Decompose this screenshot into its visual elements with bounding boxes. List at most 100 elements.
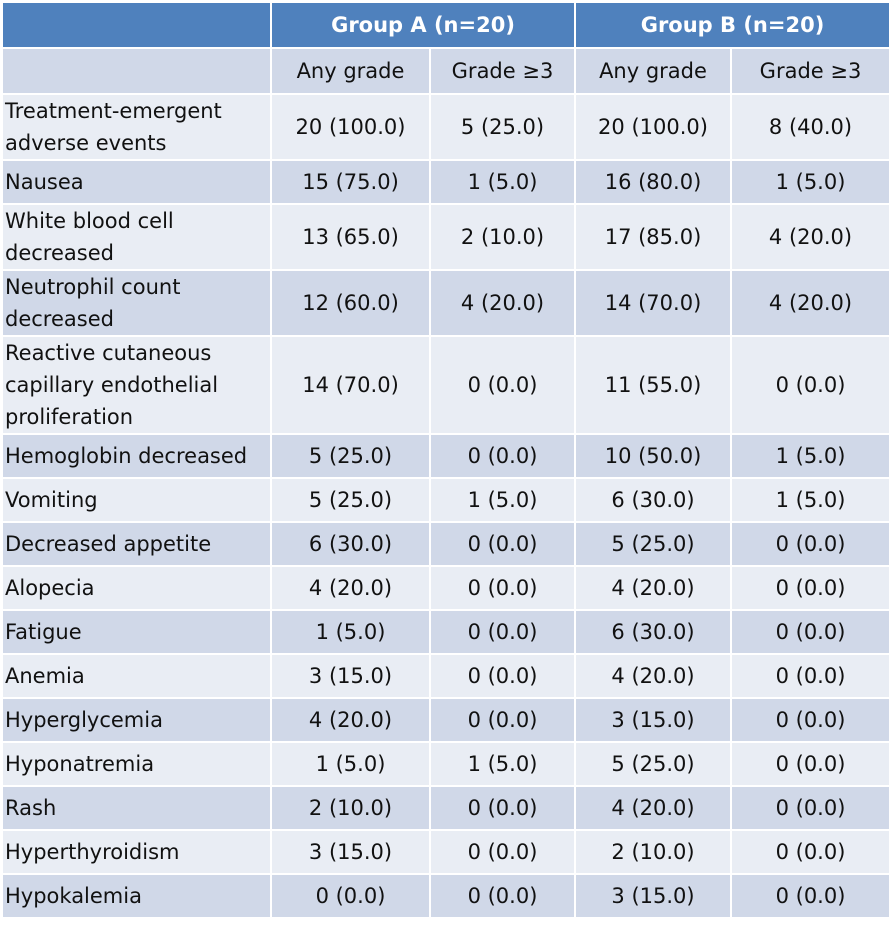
group-a-any-grade-cell: 3 (15.0)	[270, 829, 431, 875]
group-b-header: Group B (n=20)	[573, 1, 892, 49]
table-row: Anemia 3 (15.0) 0 (0.0) 4 (20.0) 0 (0.0)	[1, 653, 892, 699]
group-b-grade3-cell: 0 (0.0)	[729, 653, 892, 699]
group-b-grade3-cell: 4 (20.0)	[729, 269, 892, 337]
group-b-any-grade-cell: 16 (80.0)	[574, 159, 732, 205]
group-b-any-grade-cell: 4 (20.0)	[574, 653, 732, 699]
group-a-any-grade-cell: 3 (15.0)	[270, 653, 431, 699]
group-b-grade3-cell: 1 (5.0)	[729, 433, 892, 479]
group-b-any-grade-cell: 6 (30.0)	[574, 609, 732, 655]
group-a-grade3-cell: 0 (0.0)	[429, 521, 576, 567]
table-row: Vomiting 5 (25.0) 1 (5.0) 6 (30.0) 1 (5.0)	[1, 477, 892, 523]
group-b-any-grade-cell: 4 (20.0)	[574, 785, 732, 831]
group-b-any-grade-cell: 3 (15.0)	[574, 697, 732, 743]
group-a-header: Group A (n=20)	[270, 1, 576, 49]
group-a-any-grade-cell: 20 (100.0)	[270, 93, 431, 161]
group-b-any-grade-header: Any grade	[574, 47, 732, 95]
adverse-event-label: Hypokalemia	[1, 873, 272, 919]
group-a-grade3-cell: 0 (0.0)	[429, 433, 576, 479]
group-b-any-grade-cell: 5 (25.0)	[574, 741, 732, 787]
adverse-event-label: Hemoglobin decreased	[1, 433, 272, 479]
table-row: Nausea 15 (75.0) 1 (5.0) 16 (80.0) 1 (5.0)	[1, 159, 892, 205]
adverse-event-label: Hyperglycemia	[1, 697, 272, 743]
table-row: Hyperthyroidism 3 (15.0) 0 (0.0) 2 (10.0) 0 …	[1, 829, 892, 875]
table-row: Alopecia 4 (20.0) 0 (0.0) 4 (20.0) 0 (0.0)	[1, 565, 892, 611]
adverse-event-label: Anemia	[1, 653, 272, 699]
group-b-grade3-cell: 0 (0.0)	[729, 785, 892, 831]
group-b-any-grade-cell: 20 (100.0)	[574, 93, 732, 161]
adverse-event-label: Rash	[1, 785, 272, 831]
group-b-any-grade-cell: 10 (50.0)	[574, 433, 732, 479]
adverse-event-label: Treatment-emergent adverse events	[1, 93, 272, 161]
adverse-event-label: Hyponatremia	[1, 741, 272, 787]
group-b-any-grade-cell: 5 (25.0)	[574, 521, 732, 567]
adverse-events-table: Group A (n=20) Group B (n=20) Any grade …	[1, 1, 892, 919]
table-row: Fatigue 1 (5.0) 0 (0.0) 6 (30.0) 0 (0.0)	[1, 609, 892, 655]
group-a-any-grade-cell: 1 (5.0)	[270, 741, 431, 787]
group-a-grade3-cell: 1 (5.0)	[429, 159, 576, 205]
group-a-grade3-header: Grade ≥3	[429, 47, 576, 95]
group-b-grade3-cell: 0 (0.0)	[729, 873, 892, 919]
group-b-grade3-cell: 4 (20.0)	[729, 203, 892, 271]
group-a-any-grade-cell: 0 (0.0)	[270, 873, 431, 919]
group-a-grade3-cell: 0 (0.0)	[429, 335, 576, 435]
group-a-any-grade-cell: 1 (5.0)	[270, 609, 431, 655]
group-b-grade3-cell: 8 (40.0)	[729, 93, 892, 161]
adverse-event-label: Decreased appetite	[1, 521, 272, 567]
group-a-grade3-cell: 0 (0.0)	[429, 697, 576, 743]
group-b-grade3-header: Grade ≥3	[729, 47, 892, 95]
group-a-any-grade-cell: 14 (70.0)	[270, 335, 431, 435]
header-blank-cell	[1, 1, 272, 49]
group-a-any-grade-cell: 4 (20.0)	[270, 697, 431, 743]
group-a-grade3-cell: 0 (0.0)	[429, 609, 576, 655]
group-b-any-grade-cell: 11 (55.0)	[574, 335, 732, 435]
subheader-blank-cell	[1, 47, 272, 95]
group-a-grade3-cell: 5 (25.0)	[429, 93, 576, 161]
group-b-any-grade-cell: 6 (30.0)	[574, 477, 732, 523]
group-a-any-grade-cell: 13 (65.0)	[270, 203, 431, 271]
group-a-grade3-cell: 0 (0.0)	[429, 873, 576, 919]
grade-header-row: Any grade Grade ≥3 Any grade Grade ≥3	[1, 47, 892, 95]
adverse-event-label: Fatigue	[1, 609, 272, 655]
table-row: Treatment-emergent adverse events 20 (100…	[1, 93, 892, 161]
group-a-any-grade-cell: 2 (10.0)	[270, 785, 431, 831]
group-b-any-grade-cell: 14 (70.0)	[574, 269, 732, 337]
group-b-any-grade-cell: 3 (15.0)	[574, 873, 732, 919]
table-body: Treatment-emergent adverse events 20 (100…	[1, 93, 892, 919]
group-b-grade3-cell: 0 (0.0)	[729, 697, 892, 743]
adverse-event-label: Neutrophil count decreased	[1, 269, 272, 337]
group-a-grade3-cell: 0 (0.0)	[429, 829, 576, 875]
group-a-grade3-cell: 0 (0.0)	[429, 653, 576, 699]
table-row: Decreased appetite 6 (30.0) 0 (0.0) 5 (25.0…	[1, 521, 892, 567]
group-b-grade3-cell: 1 (5.0)	[729, 159, 892, 205]
group-a-any-grade-cell: 6 (30.0)	[270, 521, 431, 567]
group-a-grade3-cell: 0 (0.0)	[429, 565, 576, 611]
table-row: Reactive cutaneous capillary endothelial…	[1, 335, 892, 435]
table-row: Hyponatremia 1 (5.0) 1 (5.0) 5 (25.0) 0 (0.0…	[1, 741, 892, 787]
table-row: Neutrophil count decreased 12 (60.0) 4 (20…	[1, 269, 892, 337]
group-header-row: Group A (n=20) Group B (n=20)	[1, 1, 892, 49]
group-b-grade3-cell: 0 (0.0)	[729, 335, 892, 435]
group-a-grade3-cell: 0 (0.0)	[429, 785, 576, 831]
group-b-any-grade-cell: 4 (20.0)	[574, 565, 732, 611]
adverse-event-label: Nausea	[1, 159, 272, 205]
group-b-any-grade-cell: 2 (10.0)	[574, 829, 732, 875]
group-a-any-grade-cell: 5 (25.0)	[270, 477, 431, 523]
table-row: White blood cell decreased 13 (65.0) 2 (10…	[1, 203, 892, 271]
group-b-grade3-cell: 1 (5.0)	[729, 477, 892, 523]
group-a-grade3-cell: 1 (5.0)	[429, 477, 576, 523]
adverse-event-label: Reactive cutaneous capillary endothelial…	[1, 335, 272, 435]
group-a-grade3-cell: 2 (10.0)	[429, 203, 576, 271]
adverse-event-label: White blood cell decreased	[1, 203, 272, 271]
group-a-any-grade-cell: 5 (25.0)	[270, 433, 431, 479]
table-row: Hypokalemia 0 (0.0) 0 (0.0) 3 (15.0) 0 (0.0)	[1, 873, 892, 919]
group-b-grade3-cell: 0 (0.0)	[729, 565, 892, 611]
group-a-any-grade-cell: 4 (20.0)	[270, 565, 431, 611]
group-b-grade3-cell: 0 (0.0)	[729, 741, 892, 787]
table-row: Hemoglobin decreased 5 (25.0) 0 (0.0) 10 (5…	[1, 433, 892, 479]
group-a-any-grade-cell: 12 (60.0)	[270, 269, 431, 337]
adverse-event-label: Hyperthyroidism	[1, 829, 272, 875]
group-b-any-grade-cell: 17 (85.0)	[574, 203, 732, 271]
table-row: Rash 2 (10.0) 0 (0.0) 4 (20.0) 0 (0.0)	[1, 785, 892, 831]
table-row: Hyperglycemia 4 (20.0) 0 (0.0) 3 (15.0) 0 (0…	[1, 697, 892, 743]
group-a-grade3-cell: 1 (5.0)	[429, 741, 576, 787]
